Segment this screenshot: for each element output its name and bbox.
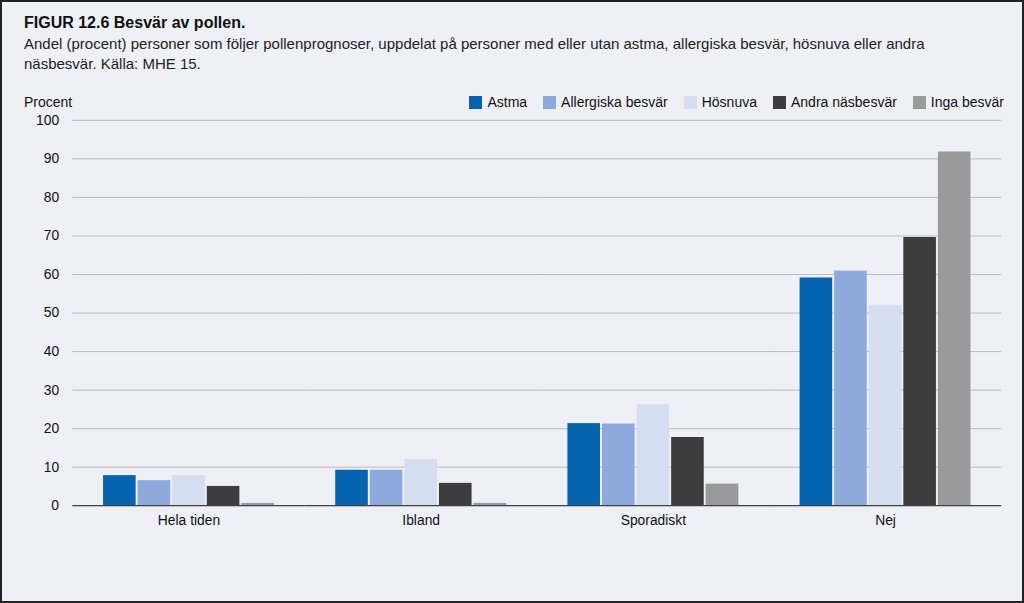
- svg-text:40: 40: [44, 343, 60, 359]
- svg-text:0: 0: [51, 497, 59, 513]
- svg-text:70: 70: [44, 227, 60, 243]
- html-text:Astma: Astma: [487, 94, 528, 110]
- svg-text:20: 20: [44, 420, 60, 436]
- html-text:Hösnuva: Hösnuva: [701, 94, 757, 110]
- svg-text:90: 90: [44, 150, 60, 166]
- svg-text:Nej: Nej: [875, 512, 896, 528]
- html-text:Andra näsbesvär: Andra näsbesvär: [791, 94, 897, 110]
- svg-text:Hela tiden: Hela tiden: [158, 512, 220, 528]
- svg-text:60: 60: [44, 266, 60, 282]
- svg-text:50: 50: [44, 304, 60, 320]
- svg-text:100: 100: [36, 112, 59, 128]
- svg-text:Ibland: Ibland: [402, 512, 440, 528]
- svg-text:Sporadiskt: Sporadiskt: [621, 512, 686, 528]
- html-text:FIGUR 12.6 Besvär av pollen.: FIGUR 12.6 Besvär av pollen.: [24, 14, 246, 31]
- html-text:Andel (procent) personer som f: Andel (procent) personer som följer poll…: [24, 35, 925, 72]
- svg-text:80: 80: [44, 189, 60, 205]
- html-text:Procent: Procent: [24, 94, 73, 110]
- html-text:Allergiska besvär: Allergiska besvär: [561, 94, 668, 110]
- svg-text:30: 30: [44, 382, 60, 398]
- svg-text:10: 10: [44, 459, 60, 475]
- html-text:Inga besvär: Inga besvär: [930, 94, 1004, 110]
